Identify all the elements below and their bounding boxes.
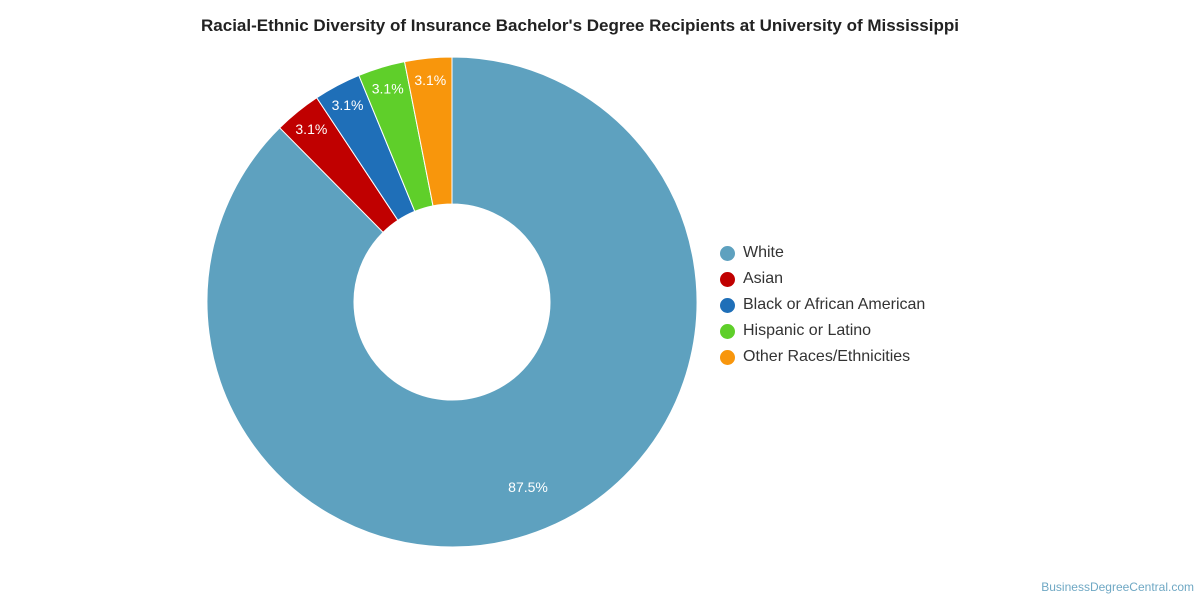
legend-swatch-icon [720,323,735,339]
legend-label: Other Races/Ethnicities [743,348,911,365]
legend-swatch-icon [720,349,735,365]
legend-label: Black or African American [743,296,926,313]
legend-item-other-races-ethnicities[interactable]: Other Races/Ethnicities [720,344,925,370]
legend-item-black-or-african-american[interactable]: Black or African American [720,292,925,318]
legend-item-white[interactable]: White [720,240,925,266]
watermark-text: BusinessDegreeCentral.com [1041,580,1194,594]
data-label-other-races-ethnicities: 3.1% [414,72,446,88]
chart-legend: White Asian Black or African American Hispa… [720,240,925,370]
legend-swatch-icon [720,271,735,287]
data-label-asian: 3.1% [295,121,327,137]
data-label-black-or-african-american: 3.1% [332,97,364,113]
legend-label: Asian [743,270,784,287]
slice-white[interactable] [206,56,698,548]
legend-item-hispanic-or-latino[interactable]: Hispanic or Latino [720,318,925,344]
data-label-hispanic-or-latino: 3.1% [372,80,404,96]
chart-title: Racial-Ethnic Diversity of Insurance Bac… [201,16,959,35]
legend-item-asian[interactable]: Asian [720,266,925,292]
legend-swatch-icon [720,297,735,313]
slice-other-races-ethnicities[interactable] [403,56,453,207]
legend-label: Hispanic or Latino [743,322,872,339]
legend-swatch-icon [720,245,735,261]
data-label-white: 87.5% [508,479,548,495]
legend-label: White [743,244,784,261]
